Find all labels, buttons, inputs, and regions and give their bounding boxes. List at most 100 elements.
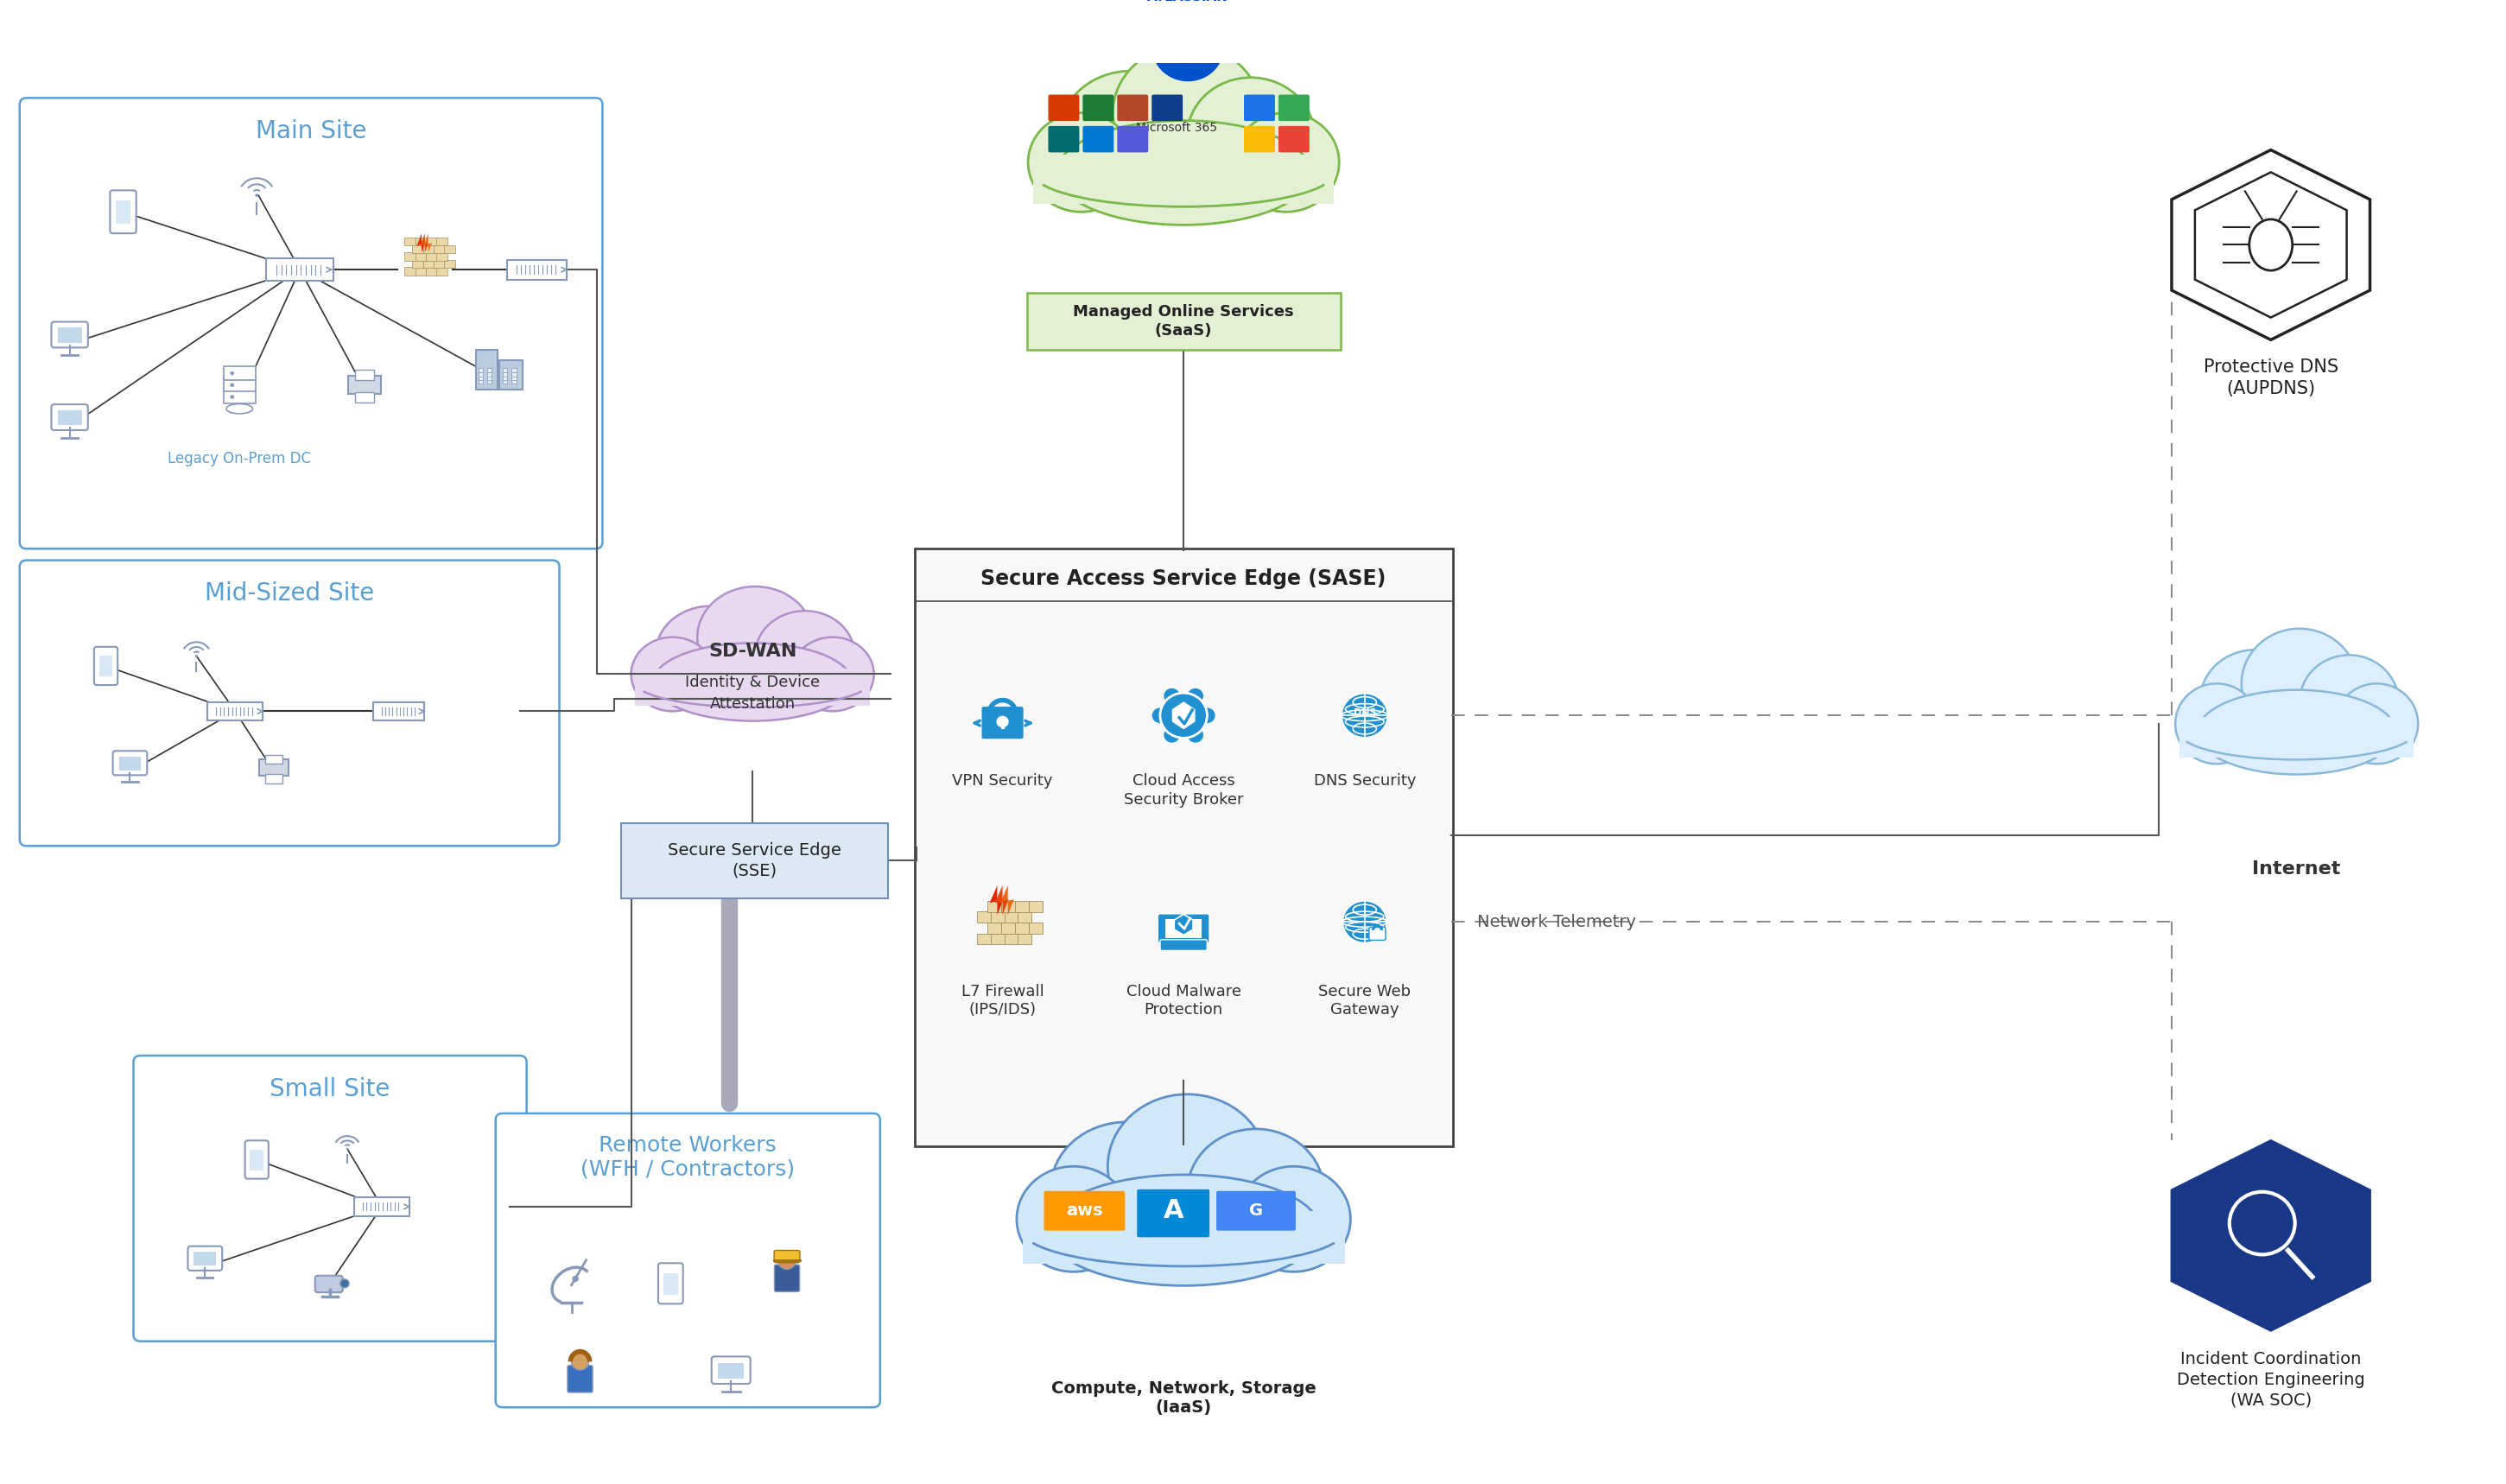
Ellipse shape xyxy=(697,586,814,687)
FancyBboxPatch shape xyxy=(501,368,506,372)
FancyBboxPatch shape xyxy=(413,260,424,267)
FancyBboxPatch shape xyxy=(1002,923,1015,933)
FancyBboxPatch shape xyxy=(1118,126,1148,153)
FancyBboxPatch shape xyxy=(501,380,506,384)
Text: Compute, Network, Storage
(IaaS): Compute, Network, Storage (IaaS) xyxy=(1050,1380,1316,1416)
Circle shape xyxy=(571,1276,579,1282)
FancyBboxPatch shape xyxy=(1138,1189,1210,1238)
FancyBboxPatch shape xyxy=(982,706,1025,739)
Polygon shape xyxy=(995,886,1007,916)
FancyBboxPatch shape xyxy=(115,200,130,224)
Ellipse shape xyxy=(226,404,253,414)
FancyBboxPatch shape xyxy=(444,260,456,267)
FancyBboxPatch shape xyxy=(1005,911,1017,923)
FancyBboxPatch shape xyxy=(356,392,373,402)
FancyBboxPatch shape xyxy=(915,549,1453,1147)
FancyBboxPatch shape xyxy=(496,1113,880,1407)
Polygon shape xyxy=(1173,702,1195,729)
FancyBboxPatch shape xyxy=(353,1198,408,1215)
FancyBboxPatch shape xyxy=(1243,126,1276,153)
FancyBboxPatch shape xyxy=(479,368,484,372)
FancyBboxPatch shape xyxy=(50,404,88,430)
FancyBboxPatch shape xyxy=(1015,923,1030,933)
FancyBboxPatch shape xyxy=(566,1365,591,1392)
FancyBboxPatch shape xyxy=(1048,126,1080,153)
Circle shape xyxy=(1188,689,1203,703)
Text: Cloud Access
Security Broker: Cloud Access Security Broker xyxy=(1123,773,1243,807)
Ellipse shape xyxy=(2200,650,2311,751)
Text: VPN Security: VPN Security xyxy=(952,773,1053,789)
Text: Identity & Device: Identity & Device xyxy=(684,675,819,690)
Ellipse shape xyxy=(657,605,767,699)
FancyBboxPatch shape xyxy=(1015,901,1030,911)
FancyBboxPatch shape xyxy=(719,1362,744,1379)
Text: Internet: Internet xyxy=(2253,859,2341,877)
FancyBboxPatch shape xyxy=(133,1055,526,1342)
Ellipse shape xyxy=(792,637,875,711)
FancyBboxPatch shape xyxy=(511,380,516,384)
FancyBboxPatch shape xyxy=(1027,292,1341,350)
FancyBboxPatch shape xyxy=(110,190,135,233)
FancyBboxPatch shape xyxy=(348,375,381,393)
FancyBboxPatch shape xyxy=(434,245,444,254)
FancyBboxPatch shape xyxy=(266,755,283,764)
FancyBboxPatch shape xyxy=(990,911,1005,923)
Ellipse shape xyxy=(632,637,714,711)
FancyBboxPatch shape xyxy=(223,378,256,392)
FancyBboxPatch shape xyxy=(95,647,118,686)
FancyBboxPatch shape xyxy=(436,237,446,246)
FancyBboxPatch shape xyxy=(20,98,601,549)
FancyBboxPatch shape xyxy=(436,267,446,275)
FancyBboxPatch shape xyxy=(58,410,83,426)
Ellipse shape xyxy=(1235,1166,1351,1272)
FancyBboxPatch shape xyxy=(479,375,484,380)
Text: Managed Online Services
(SaaS): Managed Online Services (SaaS) xyxy=(1073,304,1293,338)
Circle shape xyxy=(195,654,198,657)
Polygon shape xyxy=(424,233,431,252)
FancyBboxPatch shape xyxy=(208,702,263,721)
Text: Legacy On-Prem DC: Legacy On-Prem DC xyxy=(168,451,311,467)
FancyBboxPatch shape xyxy=(426,252,436,261)
FancyBboxPatch shape xyxy=(501,375,506,380)
Text: G: G xyxy=(1248,1202,1263,1218)
FancyBboxPatch shape xyxy=(1160,939,1208,951)
Text: aws: aws xyxy=(1065,1202,1103,1218)
FancyBboxPatch shape xyxy=(426,237,436,246)
Text: Cloud Malware
Protection: Cloud Malware Protection xyxy=(1125,984,1240,1018)
Text: Main Site: Main Site xyxy=(256,119,366,144)
Polygon shape xyxy=(2173,150,2371,340)
Circle shape xyxy=(1343,901,1388,944)
Ellipse shape xyxy=(2336,684,2418,764)
Polygon shape xyxy=(990,886,1002,916)
FancyBboxPatch shape xyxy=(258,760,288,776)
FancyBboxPatch shape xyxy=(403,237,416,246)
Text: DNS: DNS xyxy=(1353,708,1376,717)
Text: A: A xyxy=(1178,34,1198,59)
Polygon shape xyxy=(1000,886,1015,916)
Text: DNS Security: DNS Security xyxy=(1313,773,1416,789)
FancyBboxPatch shape xyxy=(712,1356,749,1383)
FancyBboxPatch shape xyxy=(1118,95,1148,122)
FancyBboxPatch shape xyxy=(664,1273,677,1294)
Circle shape xyxy=(1153,12,1223,82)
FancyBboxPatch shape xyxy=(113,751,148,775)
Circle shape xyxy=(997,715,1010,727)
Polygon shape xyxy=(421,233,429,252)
Circle shape xyxy=(231,371,233,375)
Circle shape xyxy=(1160,693,1208,738)
FancyBboxPatch shape xyxy=(188,1247,223,1270)
FancyBboxPatch shape xyxy=(634,668,870,705)
FancyBboxPatch shape xyxy=(1278,95,1311,122)
Text: Incident Coordination
Detection Engineering
(WA SOC): Incident Coordination Detection Engineer… xyxy=(2178,1350,2366,1408)
FancyBboxPatch shape xyxy=(486,375,491,380)
Text: Network Telemetry: Network Telemetry xyxy=(1476,914,1636,930)
Ellipse shape xyxy=(1108,1094,1268,1239)
FancyBboxPatch shape xyxy=(424,245,434,254)
Circle shape xyxy=(1200,708,1215,723)
FancyBboxPatch shape xyxy=(1045,1192,1125,1230)
Ellipse shape xyxy=(1113,45,1261,181)
Ellipse shape xyxy=(2198,690,2396,775)
Circle shape xyxy=(1341,693,1388,738)
FancyBboxPatch shape xyxy=(476,350,496,389)
FancyBboxPatch shape xyxy=(1215,1192,1296,1230)
